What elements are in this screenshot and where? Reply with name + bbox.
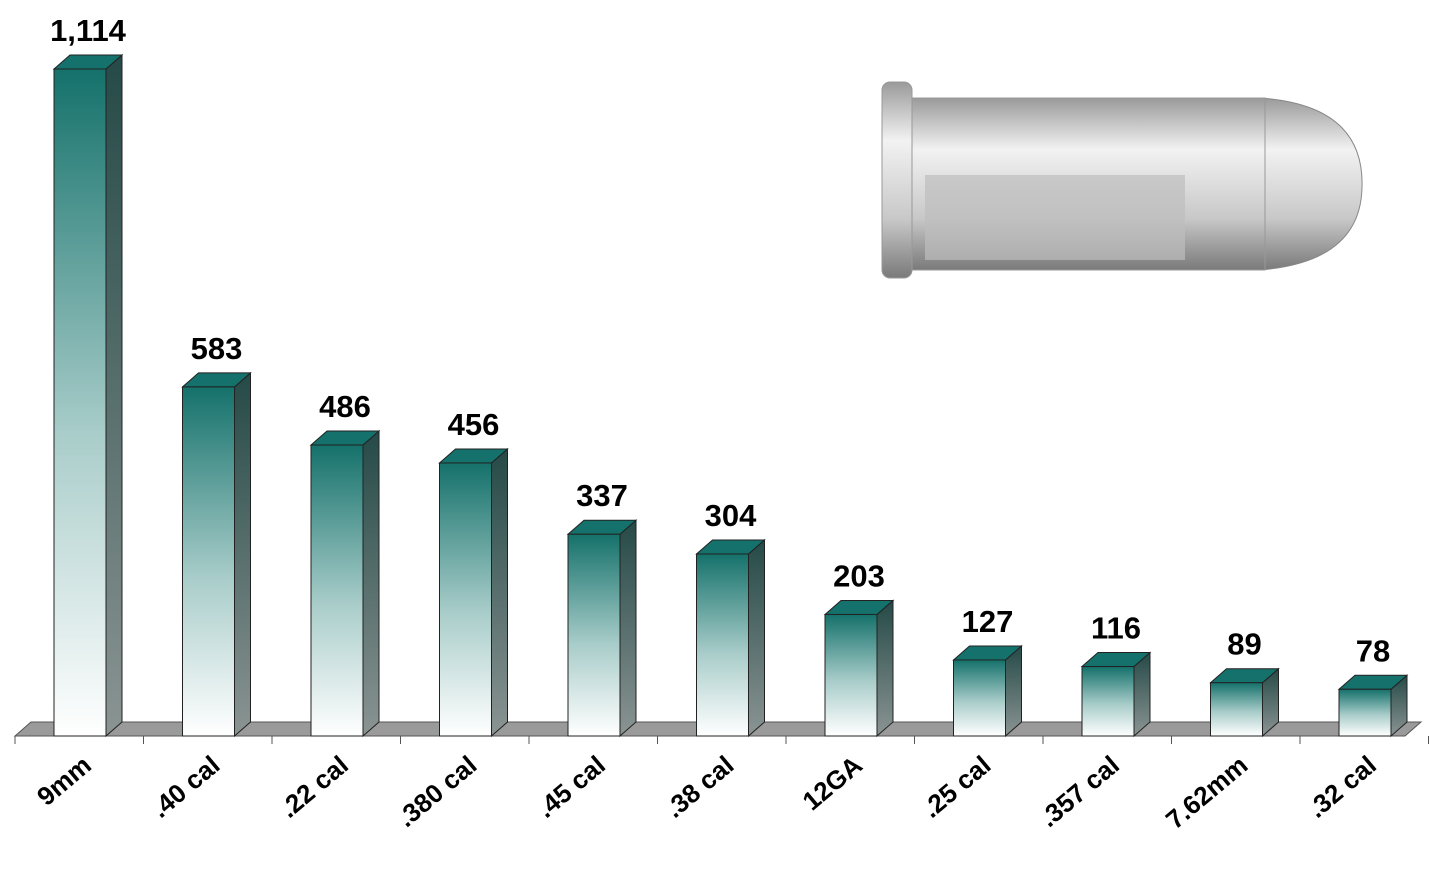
value-label: 456 xyxy=(448,407,500,442)
x-tick-label: 12GA xyxy=(797,749,868,816)
x-tick-label: .22 cal xyxy=(274,750,354,824)
bar xyxy=(309,429,381,738)
value-label: 116 xyxy=(1091,611,1141,646)
bar xyxy=(52,53,124,738)
bar-front xyxy=(53,68,107,737)
value-label: 78 xyxy=(1356,633,1390,668)
bar-front xyxy=(1081,666,1135,737)
bar xyxy=(952,644,1023,738)
value-label: 486 xyxy=(319,389,371,424)
bar-front xyxy=(439,462,492,737)
value-label: 304 xyxy=(705,498,757,533)
value-label: 337 xyxy=(576,478,628,513)
bar xyxy=(823,599,895,738)
bar-side xyxy=(491,447,508,738)
bar-front xyxy=(1210,682,1263,737)
bar xyxy=(181,371,252,738)
bar-side xyxy=(748,538,765,738)
x-tick-label: 7.62mm xyxy=(1160,750,1253,835)
bar xyxy=(1337,674,1409,738)
x-tick-label: .38 cal xyxy=(659,750,739,824)
bar-front xyxy=(310,444,364,737)
x-tick-label: .380 cal xyxy=(391,750,482,833)
bar-front xyxy=(824,613,878,737)
bar-front xyxy=(182,386,235,737)
value-label: 89 xyxy=(1227,627,1261,662)
bar xyxy=(438,447,509,738)
bar-side xyxy=(876,599,894,738)
x-tick-label: .45 cal xyxy=(531,750,611,824)
bar-side xyxy=(105,53,123,738)
bar xyxy=(566,519,638,738)
value-label: 583 xyxy=(191,331,243,366)
x-tick-label: .40 cal xyxy=(145,750,225,824)
bar-front xyxy=(1338,688,1392,737)
value-label: 127 xyxy=(962,604,1014,639)
bar xyxy=(1209,667,1280,738)
x-tick-label: .25 cal xyxy=(916,750,996,824)
bar-front xyxy=(567,533,621,737)
value-label: 203 xyxy=(833,558,885,593)
bar xyxy=(1080,651,1152,738)
x-tick-label: .357 cal xyxy=(1034,750,1125,833)
bar-side xyxy=(619,519,637,738)
x-tick-label: 9mm xyxy=(31,750,97,812)
bar-side xyxy=(234,371,251,738)
bar-side xyxy=(362,429,380,738)
bar-side xyxy=(1005,644,1022,738)
bullet-illustration xyxy=(881,81,1363,279)
value-label: 1,114 xyxy=(50,13,127,48)
x-tick-label: .32 cal xyxy=(1302,750,1382,824)
bar xyxy=(695,538,766,738)
bar-front xyxy=(696,553,749,737)
bar-front xyxy=(953,659,1006,737)
